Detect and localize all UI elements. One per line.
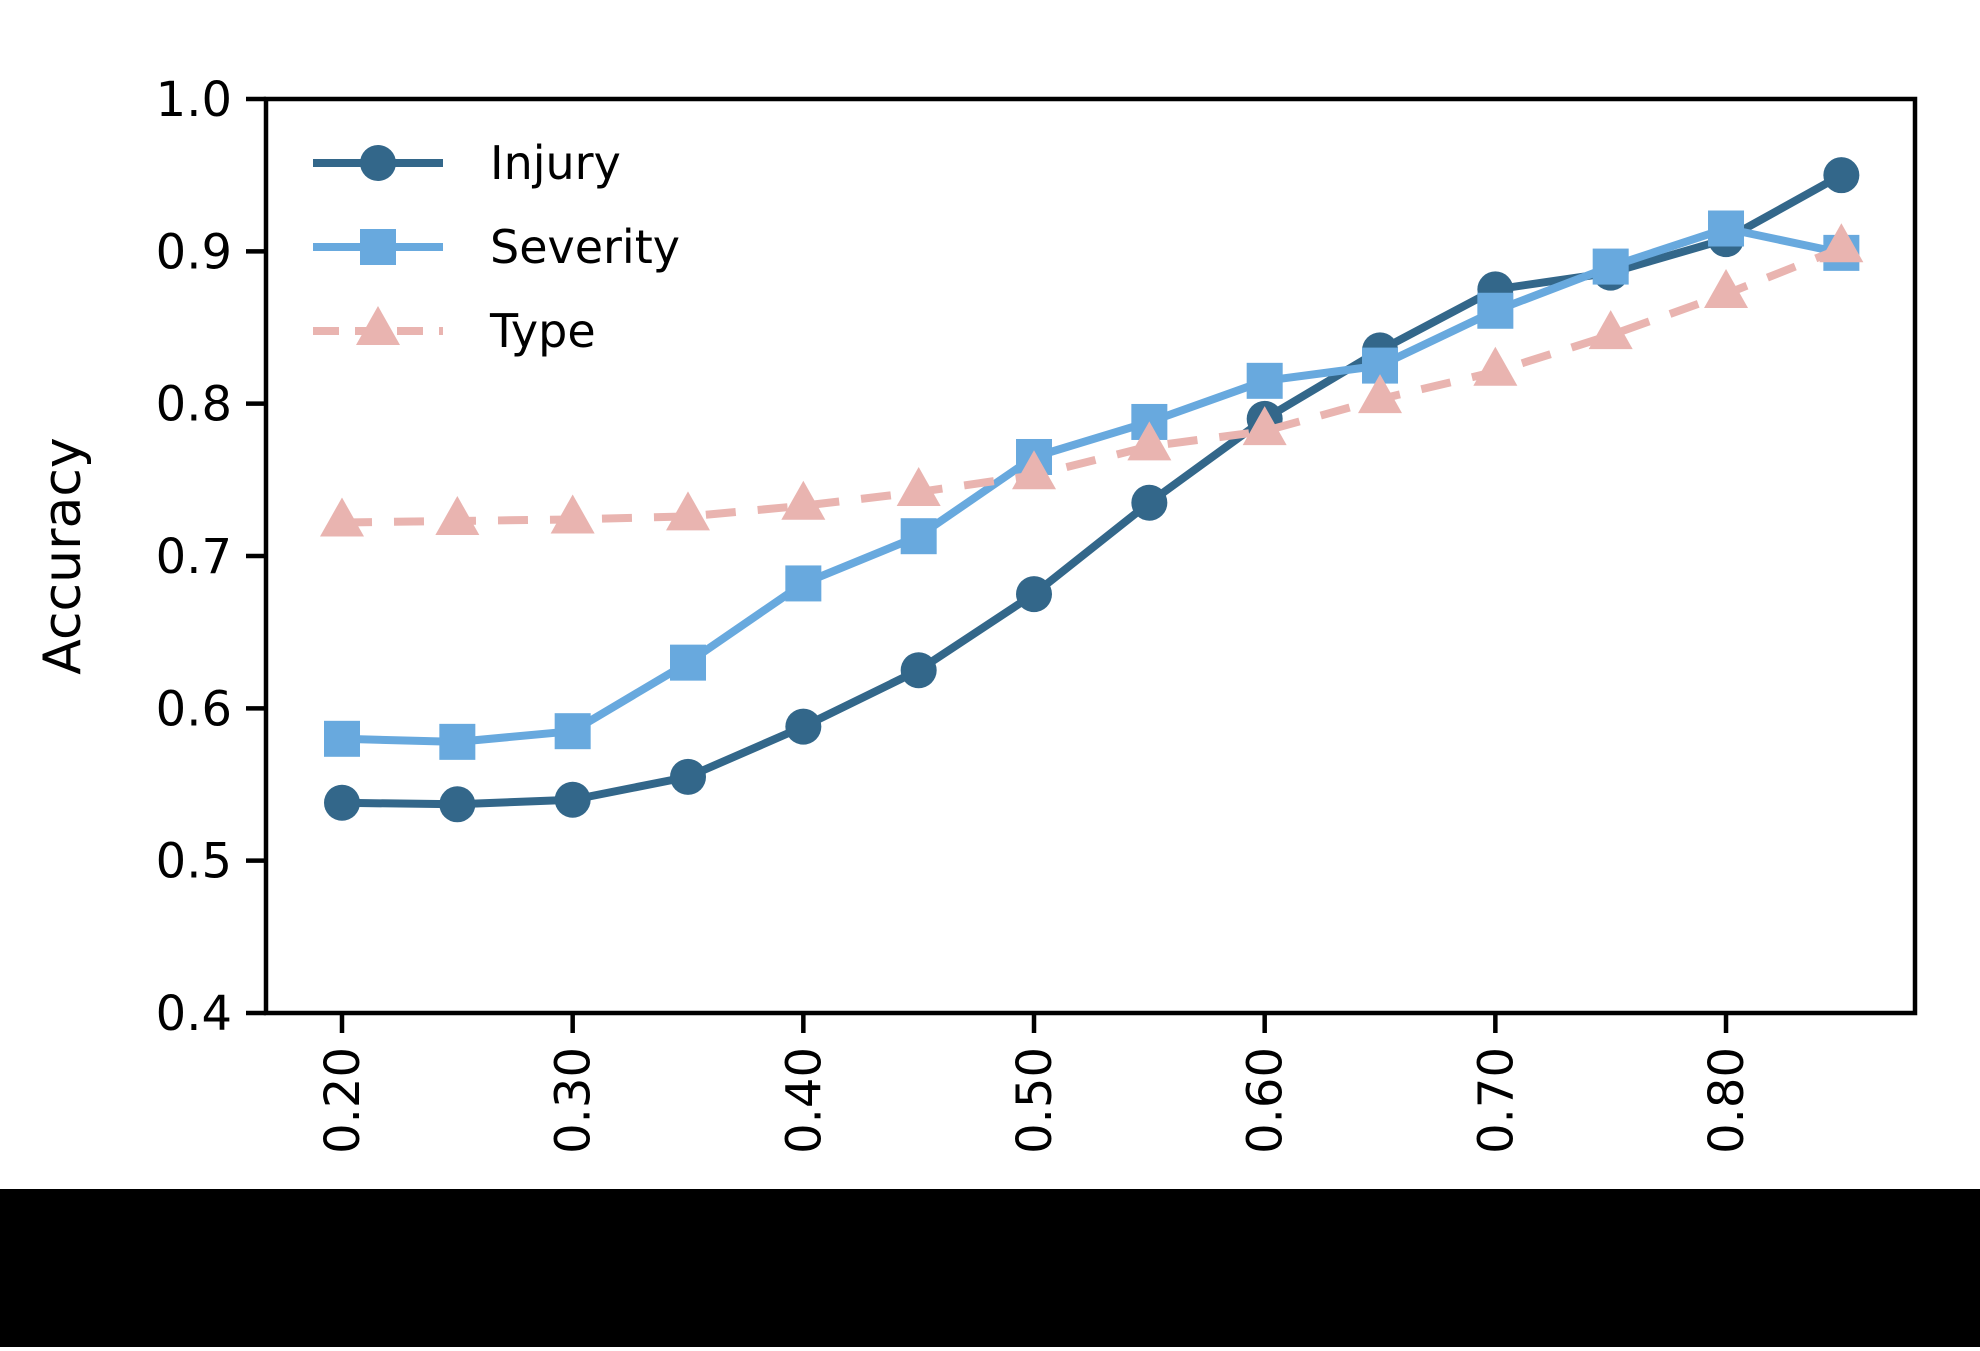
y-tick-label: 0.4 (156, 986, 232, 1042)
series-type-marker (1473, 346, 1518, 386)
series-type-marker (1819, 223, 1864, 263)
series-severity-marker (900, 518, 937, 555)
series-injury-marker (439, 786, 476, 823)
series-injury-marker (670, 758, 707, 795)
legend-item-injury: Injury (313, 136, 621, 190)
series-severity-marker (785, 565, 822, 602)
x-tick-label: 0.20 (315, 1047, 371, 1154)
legend-marker-triangle (356, 306, 400, 345)
legend-item-type: Type (313, 304, 596, 358)
legend-label: Type (489, 304, 596, 358)
series-type-marker (1127, 421, 1172, 461)
legend-label: Severity (490, 220, 680, 274)
series-type-marker (896, 467, 941, 507)
series-type-marker (320, 497, 364, 537)
y-tick-label: 0.8 (156, 377, 232, 433)
y-tick-label: 0.7 (156, 529, 232, 585)
bottom-black-bar (0, 1189, 1980, 1347)
series-type-marker (435, 495, 480, 535)
series-severity-marker (439, 723, 476, 760)
x-tick-label: 0.70 (1468, 1047, 1524, 1154)
y-tick-label: 1.0 (156, 72, 232, 128)
series-injury-marker (324, 784, 360, 821)
series-injury-marker (900, 652, 937, 689)
series-injury-marker (1823, 157, 1860, 194)
legend-marker-square (360, 229, 396, 265)
series-type-marker (1242, 406, 1287, 446)
y-tick-label: 0.9 (156, 224, 232, 280)
x-tick-label: 0.60 (1238, 1047, 1294, 1154)
series-severity-marker (1592, 248, 1629, 285)
y-axis-label: Accuracy (33, 437, 93, 674)
series-type-marker (1012, 450, 1057, 490)
legend-item-severity: Severity (313, 220, 680, 274)
series-injury-marker (1016, 576, 1053, 613)
x-tick-label: 0.80 (1699, 1047, 1755, 1154)
series-type-marker (781, 480, 826, 520)
x-tick-label: 0.50 (1007, 1047, 1063, 1154)
legend-marker-circle (360, 145, 396, 181)
series-injury-marker (1131, 484, 1168, 521)
series-severity-marker (1708, 210, 1745, 247)
series-type-marker (1704, 269, 1749, 309)
series-type-marker (666, 491, 711, 531)
series-type-marker (1588, 310, 1633, 350)
series-severity-line (341, 224, 1843, 746)
series-type-marker (550, 494, 595, 534)
series-severity-marker (1477, 292, 1514, 329)
y-tick-label: 0.6 (156, 681, 232, 737)
x-tick-label: 0.40 (776, 1047, 832, 1154)
series-injury-marker (554, 781, 591, 818)
series-severity-marker (324, 720, 360, 757)
series-severity-marker (670, 644, 707, 681)
series-severity-marker (554, 713, 591, 750)
series-type-marker (1358, 374, 1403, 414)
series-type-line (341, 244, 1843, 527)
series-severity-marker (1246, 362, 1283, 399)
y-tick-label: 0.5 (156, 834, 232, 890)
legend-label: Injury (490, 136, 621, 190)
series-injury-marker (785, 708, 822, 745)
x-tick-label: 0.30 (546, 1047, 602, 1154)
